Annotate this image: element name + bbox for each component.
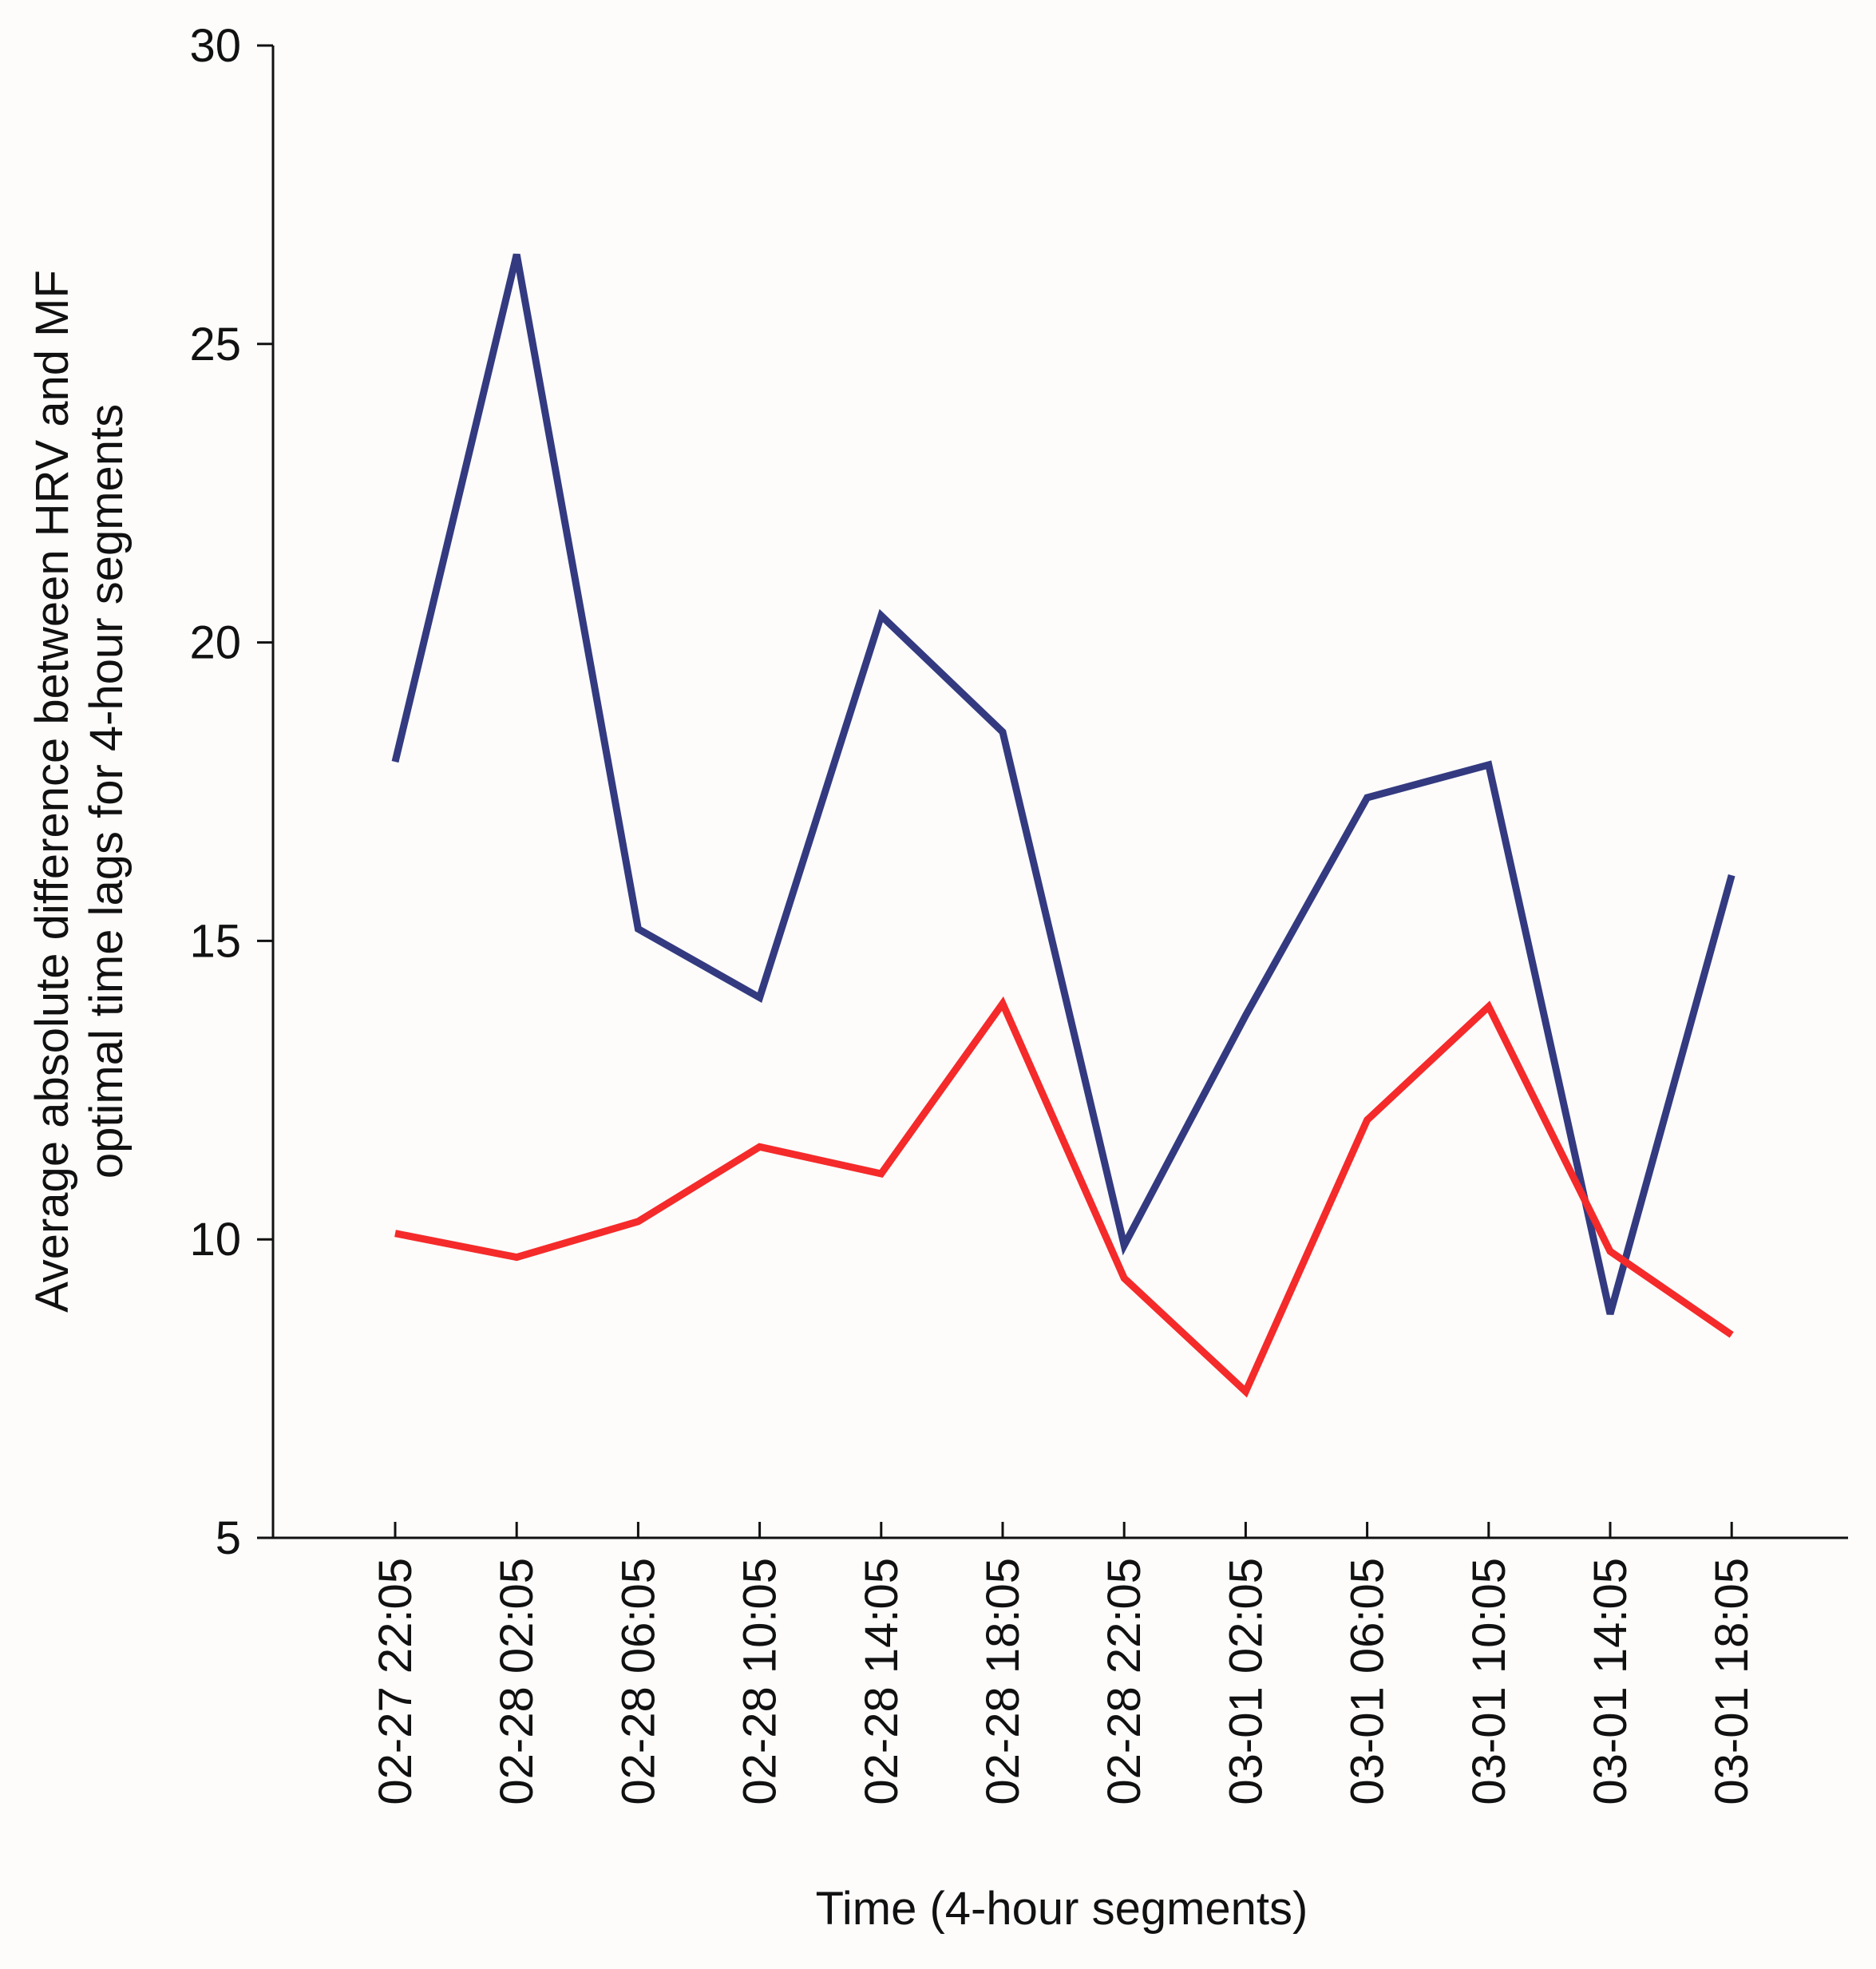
y-axis-title: Average absolute difference between HRV … [26,270,133,1313]
x-tick-label: 02-28 22:05 [1098,1558,1150,1805]
x-tick-label: 02-28 06:05 [612,1558,664,1805]
x-tick-label: 02-28 02:05 [491,1558,543,1805]
series-line-red [394,996,1734,1398]
x-tick-label: 03-01 10:05 [1463,1558,1515,1805]
y-tick-label: 10 [189,1214,241,1266]
y-tick-label: 15 [189,915,241,967]
x-tick-label: 02-28 14:05 [856,1558,908,1805]
series-lines [391,253,1735,1398]
x-ticks: 02-27 22:05 02-28 02:05 02-28 06:05 02-28 1… [370,1522,1758,1805]
y-tick-label: 20 [189,617,241,669]
plot-frame [271,46,1848,1539]
y-tick-label: 30 [189,20,241,72]
series-line-blue [391,253,1735,1315]
x-tick-label: 03-01 18:05 [1706,1558,1758,1805]
x-axis-title: Time (4-hour segments) [816,1883,1308,1935]
x-tick-label: 03-01 02:05 [1220,1558,1272,1805]
y-ticks: 5 10 15 20 25 30 [189,20,273,1564]
x-tick-label: 03-01 06:05 [1342,1558,1394,1805]
x-tick-label: 02-27 22:05 [370,1558,422,1805]
x-tick-label: 02-28 10:05 [734,1558,786,1805]
y-tick-label: 5 [216,1512,241,1564]
y-axis-title-line-2: optimal time lags for 4-hour segments [81,404,133,1179]
y-axis-title-line-1: Average absolute difference between HRV … [26,270,78,1313]
x-tick-label: 03-01 14:05 [1585,1558,1637,1805]
x-tick-label: 02-28 18:05 [977,1558,1029,1805]
y-tick-label: 25 [189,319,241,370]
